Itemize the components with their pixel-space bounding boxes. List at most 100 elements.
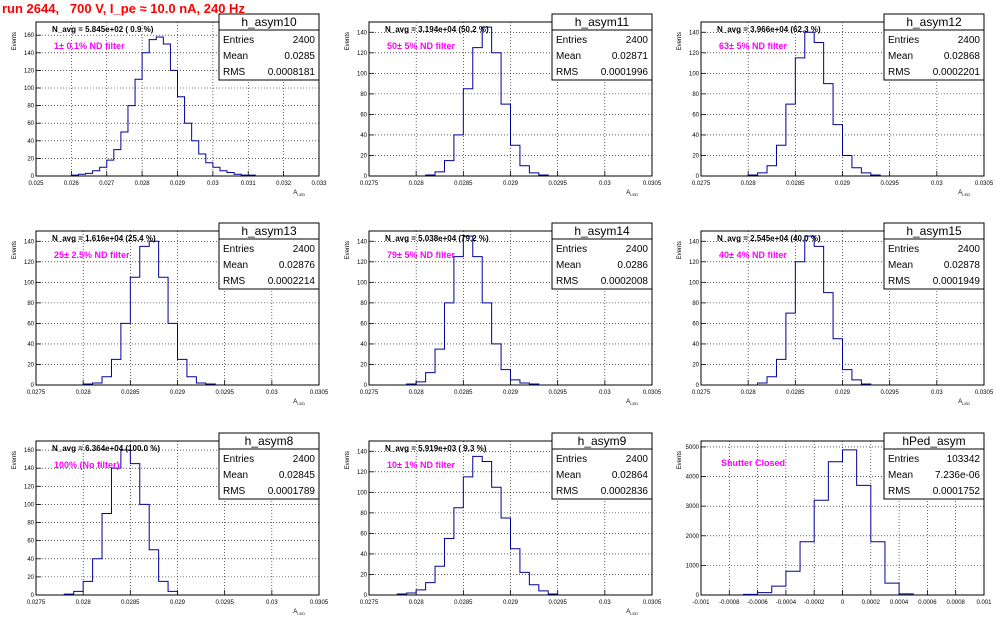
stats-value: 2400: [626, 35, 649, 46]
y-tick-label: 100: [689, 71, 700, 77]
x-tick-label: 0.0305: [310, 600, 329, 606]
stats-value: 0.02868: [944, 51, 981, 62]
y-axis-label: Events: [12, 451, 18, 469]
filter-annotation: Shutter Closed: [721, 458, 785, 468]
x-tick-label: 0.0285: [454, 390, 473, 396]
x-tick-label: -0.0006: [747, 600, 768, 606]
histogram-line: [747, 31, 881, 176]
y-tick-label: 80: [360, 92, 367, 98]
x-tick-label: 0.0295: [548, 600, 567, 606]
stats-label: RMS: [556, 486, 579, 497]
stats-value: 0.0001789: [268, 486, 316, 497]
y-tick-label: 140: [689, 239, 700, 245]
histogram-title: h_asym10: [241, 15, 297, 29]
stats-value: 0.02878: [944, 260, 981, 271]
x-tick-label: 0.0295: [548, 181, 567, 187]
y-tick-label: 100: [24, 502, 35, 508]
y-tick-label: 0: [364, 593, 368, 599]
histogram-line: [425, 26, 549, 176]
x-tick-label: 0.0285: [786, 181, 805, 187]
x-axis-label: ALED: [626, 609, 638, 616]
x-tick-label: 0.028: [409, 390, 425, 396]
y-tick-label: 40: [27, 342, 34, 348]
stats-label: Entries: [556, 454, 587, 465]
stats-box: [883, 222, 985, 290]
y-tick-label: 60: [360, 321, 367, 327]
stats-value: 0.0286: [617, 260, 648, 271]
x-tick-label: 0.028: [76, 600, 92, 606]
histogram-line: [742, 449, 914, 595]
histogram-line: [82, 240, 216, 385]
y-tick-label: 140: [357, 30, 368, 36]
y-tick-label: 2000: [686, 534, 700, 540]
stats-value: 0.0002201: [933, 67, 981, 78]
y-tick-label: 20: [27, 156, 34, 162]
x-tick-label: 0.032: [276, 181, 292, 187]
y-axis-label: Events: [12, 241, 18, 259]
x-tick-label: 0.028: [741, 390, 757, 396]
y-tick-label: 100: [24, 280, 35, 286]
stats-label: Mean: [223, 260, 248, 271]
y-tick-label: 80: [27, 521, 34, 527]
stats-label: Entries: [223, 454, 254, 465]
stats-value: 2400: [958, 35, 981, 46]
x-tick-label: 0.028: [135, 181, 151, 187]
x-tick-label: 0.03: [599, 181, 611, 187]
x-tick-label: 0.028: [409, 600, 425, 606]
y-tick-label: 80: [360, 301, 367, 307]
y-tick-label: 80: [27, 104, 34, 110]
y-tick-label: 40: [692, 133, 699, 139]
y-axis-label: Events: [345, 32, 351, 50]
y-tick-label: 60: [360, 112, 367, 118]
stats-label: Entries: [888, 244, 919, 255]
x-tick-label: 0.03: [599, 390, 611, 396]
y-tick-label: 120: [689, 51, 700, 57]
x-tick-label: -0.0008: [719, 600, 740, 606]
x-tick-label: 0.03: [266, 390, 278, 396]
y-axis-label: Events: [345, 241, 351, 259]
x-tick-label: 0.0275: [692, 181, 711, 187]
filter-annotation: 100% (No filter): [54, 460, 120, 470]
nav-label: N_avg = 5.919e+03 ( 9.3 %): [385, 444, 487, 453]
y-tick-label: 40: [360, 133, 367, 139]
x-axis-label: ALED: [626, 399, 638, 406]
stats-label: RMS: [556, 276, 579, 287]
y-tick-label: 0: [364, 383, 368, 389]
x-tick-label: 0.027: [99, 181, 115, 187]
x-tick-label: 0.029: [503, 390, 519, 396]
x-tick-label: 0.0285: [121, 390, 140, 396]
y-tick-label: 3000: [686, 504, 700, 510]
y-tick-label: 120: [357, 51, 368, 57]
x-tick-label: 0.029: [503, 181, 519, 187]
stats-label: RMS: [888, 486, 911, 497]
x-axis-label: ALED: [293, 190, 305, 197]
y-tick-label: 0: [696, 593, 700, 599]
stats-value: 0.0002008: [601, 276, 649, 287]
y-tick-label: 0: [31, 383, 35, 389]
histogram-title: h_asym14: [574, 224, 630, 238]
histogram-line: [63, 449, 178, 595]
x-tick-label: 0.029: [835, 390, 851, 396]
y-tick-label: 20: [360, 362, 367, 368]
x-tick-label: 0.033: [311, 181, 327, 187]
y-tick-label: 1000: [686, 563, 700, 569]
x-tick-label: 0.03: [931, 390, 943, 396]
histogram-panel: 0.0275 0.028 0.0285 0.029 0.0295 0.03 0.0305 0 2…: [345, 432, 662, 616]
x-tick-label: 0.0285: [454, 600, 473, 606]
stats-value: 0.0285: [284, 51, 315, 62]
x-tick-label: 0.0295: [215, 600, 234, 606]
x-tick-label: 0.0295: [548, 390, 567, 396]
y-tick-label: 100: [357, 280, 368, 286]
stats-value: 0.02864: [612, 470, 649, 481]
histogram-panel: 0.025 0.026 0.027 0.028 0.029 0.03 0.031 0.032 0…: [12, 13, 327, 197]
y-tick-label: 100: [357, 490, 368, 496]
stats-value: 2400: [626, 244, 649, 255]
x-tick-label: 0.03: [266, 600, 278, 606]
y-tick-label: 0: [31, 593, 35, 599]
histogram-line: [396, 455, 559, 595]
filter-annotation: 50± 5% ND filter: [387, 41, 455, 51]
x-tick-label: -0.0004: [776, 600, 797, 606]
histogram-panel: 0.0275 0.028 0.0285 0.029 0.0295 0.03 0.0305 0 2…: [345, 222, 662, 406]
y-tick-label: 100: [24, 86, 35, 92]
stats-value: 0.0002836: [601, 486, 649, 497]
